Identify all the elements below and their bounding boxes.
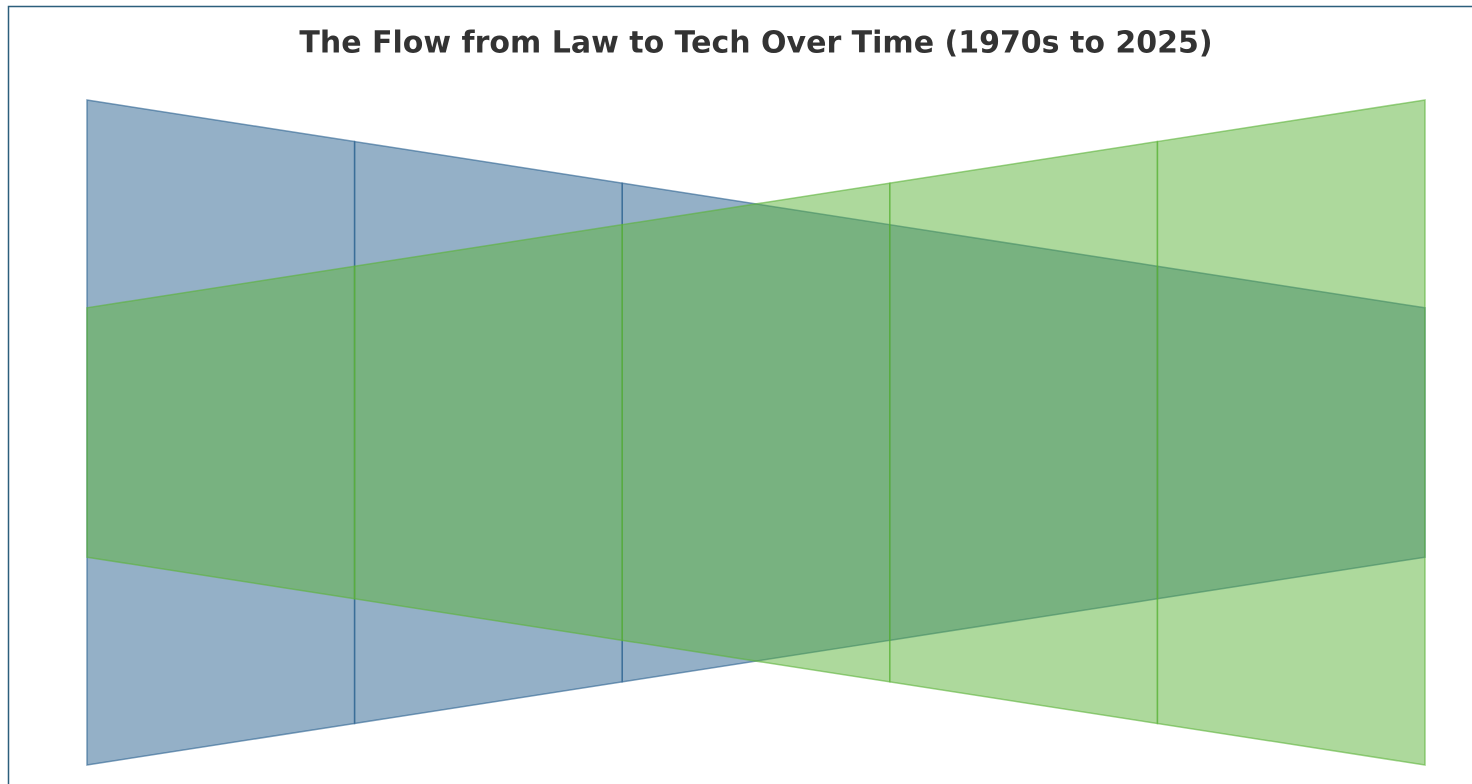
flow-segment bbox=[353, 223, 623, 642]
flow-segment bbox=[86, 265, 356, 600]
flow-segment bbox=[889, 140, 1159, 725]
flow-segment bbox=[1156, 99, 1426, 766]
flow-segment bbox=[621, 182, 891, 683]
chart-title: The Flow from Law to Tech Over Time (197… bbox=[299, 26, 1212, 61]
